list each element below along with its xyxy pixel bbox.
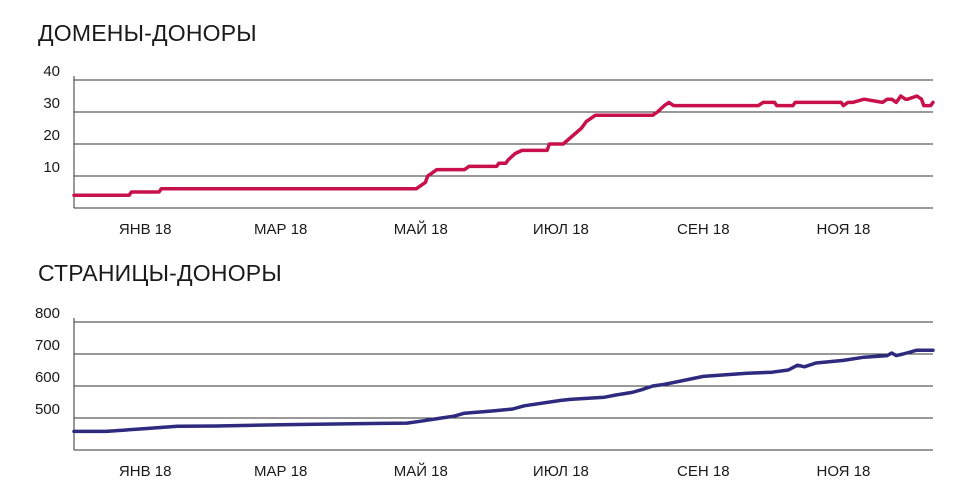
y-tick-label-2-800: 800 — [35, 305, 60, 322]
x-tick-label-1-5: СЕН 18 — [677, 221, 730, 238]
y-tick-label-1-30: 30 — [43, 95, 60, 112]
series-line-1 — [72, 94, 935, 197]
y-tick-label-2-500: 500 — [35, 401, 60, 418]
y-tick-label-2-600: 600 — [35, 369, 60, 386]
x-tick-label-2-1: ЯНВ 18 — [119, 463, 172, 480]
x-tick-label-2-4: ИЮЛ 18 — [533, 463, 589, 480]
y-tick-label-1-10: 10 — [43, 159, 60, 176]
x-tick-label-1-1: ЯНВ 18 — [119, 221, 172, 238]
x-tick-label-1-3: МАЙ 18 — [394, 220, 448, 238]
x-tick-label-1-4: ИЮЛ 18 — [533, 221, 589, 238]
y-tick-label-1-20: 20 — [43, 127, 60, 144]
y-tick-label-1-40: 40 — [43, 63, 60, 80]
x-tick-label-2-5: СЕН 18 — [677, 463, 730, 480]
series-line-2 — [72, 348, 935, 434]
x-tick-label-2-2: МАР 18 — [254, 463, 307, 480]
chart-title-domains: ДОМЕНЫ-ДОНОРЫ — [38, 20, 257, 46]
x-tick-label-1-2: МАР 18 — [254, 221, 307, 238]
chart-title-pages: СТРАНИЦЫ-ДОНОРЫ — [38, 260, 282, 286]
x-tick-label-1-6: НОЯ 18 — [816, 221, 870, 238]
y-tick-label-2-700: 700 — [35, 337, 60, 354]
x-tick-label-2-6: НОЯ 18 — [816, 463, 870, 480]
x-tick-label-2-3: МАЙ 18 — [394, 462, 448, 480]
